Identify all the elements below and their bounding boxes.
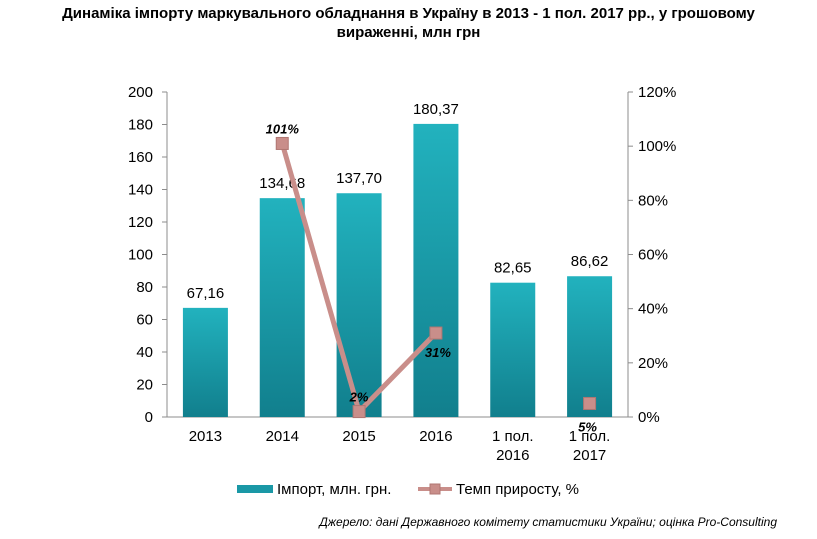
y-right-tick-label: 120%: [638, 84, 676, 101]
x-tick-label: 2015: [342, 428, 375, 445]
bar: [413, 123, 459, 418]
chart-axes: 0 20 40 60 80 100 120 140 160 180 200 0% 20% 40% 60% 80…: [128, 84, 676, 426]
bar-value-label: 67,16: [187, 285, 225, 302]
y-left-tick-label: 180: [128, 117, 153, 134]
point: [429, 326, 443, 340]
x-tick-label: 1 пол.: [492, 428, 534, 445]
y-right-tick-label: 20%: [638, 355, 668, 372]
x-tick-labels: 2013 2014 2015 2016 1 пол. 2016 1 пол. 2017: [189, 428, 611, 464]
line-value-labels: 101% 2% 31% 5%: [266, 121, 598, 434]
legend-marker: [429, 483, 441, 495]
y-left-tick-label: 80: [136, 279, 153, 296]
bar: [336, 193, 382, 417]
y-left-tick-label: 20: [136, 377, 153, 394]
legend-swatch-bar: [237, 485, 273, 493]
x-tick-label: 1 пол.: [569, 428, 611, 445]
bar: [182, 307, 228, 417]
y-right-tick-label: 0%: [638, 409, 660, 426]
chart-title-line-2: вираженні, млн грн: [336, 24, 481, 41]
legend-label-bar: Імпорт, млн. грн.: [277, 481, 391, 498]
y-left-tick-label: 0: [145, 409, 153, 426]
bar-value-labels: 67,16 134,68 137,70 180,37 82,65 86,62: [187, 101, 609, 302]
chart-title: Динаміка імпорту маркувального обладнанн…: [0, 4, 817, 42]
point: [275, 136, 289, 150]
x-tick-label: 2014: [266, 428, 299, 445]
bar: [259, 198, 305, 417]
bar-value-label: 82,65: [494, 260, 532, 277]
y-left-tick-label: 100: [128, 247, 153, 264]
x-tick-label: 2016: [419, 428, 452, 445]
bar-series: [182, 123, 613, 418]
bar-value-label: 180,37: [413, 101, 459, 118]
bar: [567, 276, 613, 417]
y-right-tick-label: 80%: [638, 192, 668, 209]
y-right-tick-label: 40%: [638, 301, 668, 318]
x-tick-label: 2013: [189, 428, 222, 445]
y-right-tick-label: 100%: [638, 138, 676, 155]
line-value-label: 31%: [425, 345, 451, 360]
point: [352, 405, 366, 419]
legend-label-line: Темп приросту, %: [456, 481, 579, 498]
bar-value-label: 134,68: [259, 175, 305, 192]
y-left-tick-label: 200: [128, 84, 153, 101]
line-value-label: 2%: [349, 390, 369, 405]
source-note: Джерело: дані Державного комітету статис…: [319, 515, 777, 529]
y-right-tick-label: 60%: [638, 247, 668, 264]
bar-value-label: 86,62: [571, 253, 609, 270]
x-tick-label: 2017: [573, 447, 606, 464]
bar: [490, 282, 536, 417]
chart-title-line-1: Динаміка імпорту маркувального обладнанн…: [62, 5, 755, 22]
point: [583, 396, 597, 410]
bar-value-label: 137,70: [336, 170, 382, 187]
y-left-tick-label: 140: [128, 182, 153, 199]
y-left-tick-label: 60: [136, 312, 153, 329]
legend: Імпорт, млн. грн. Темп приросту, %: [237, 481, 579, 498]
y-left-tick-label: 40: [136, 344, 153, 361]
y-left-tick-label: 120: [128, 214, 153, 231]
y-left-tick-label: 160: [128, 149, 153, 166]
line-value-label: 5%: [578, 419, 597, 434]
series-line: [356, 330, 439, 415]
x-tick-label: 2016: [496, 447, 529, 464]
series-line: [279, 140, 362, 415]
line-series: [275, 136, 597, 419]
line-value-label: 101%: [266, 121, 300, 136]
